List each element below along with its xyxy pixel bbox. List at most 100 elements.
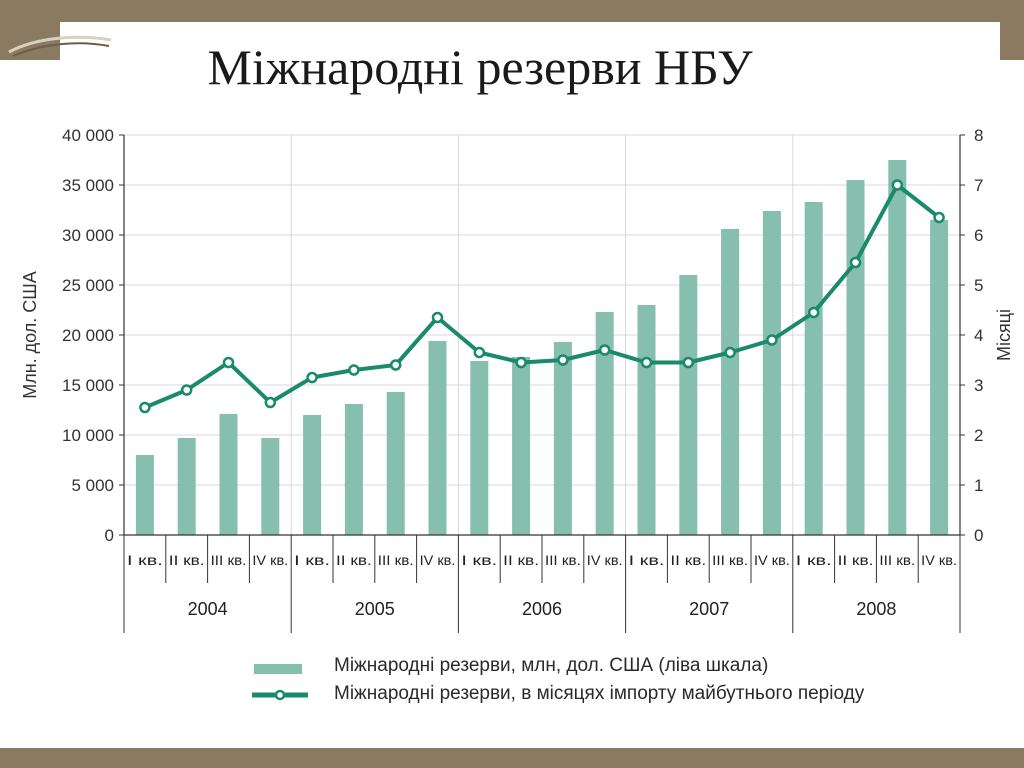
- bar: [512, 357, 531, 535]
- legend-item-line: Міжнародні резерви, в місяцях імпорту ма…: [250, 683, 890, 711]
- top-left-frame-block: [0, 22, 60, 60]
- right-tick-label: 0: [974, 526, 983, 545]
- category-label: II кв.: [670, 552, 706, 568]
- line-point: [515, 356, 527, 369]
- category-label: II кв.: [336, 552, 372, 568]
- bar: [177, 438, 196, 535]
- line-point: [766, 334, 778, 346]
- year-label: 2008: [856, 599, 896, 619]
- slide-title: Міжнародні резерви НБУ: [207, 39, 753, 95]
- line-point: [348, 364, 360, 376]
- category-label: IV кв.: [754, 552, 790, 568]
- left-tick-label: 5 000: [71, 476, 114, 495]
- category-label: IV кв.: [252, 552, 288, 568]
- top-right-frame-block: [1000, 22, 1024, 60]
- category-label: I кв.: [461, 552, 497, 568]
- right-tick-label: 2: [974, 426, 983, 445]
- right-tick-label: 6: [974, 226, 983, 245]
- line-point: [640, 356, 653, 369]
- left-tick-label: 10 000: [62, 426, 114, 445]
- line-point: [557, 354, 569, 366]
- year-label: 2007: [689, 599, 729, 619]
- category-label: III кв.: [545, 552, 581, 568]
- year-label: 2005: [355, 599, 395, 619]
- category-label: IV кв.: [420, 552, 456, 568]
- bar: [344, 404, 363, 535]
- line-point: [807, 306, 820, 319]
- bar: [762, 211, 781, 535]
- right-tick-label: 8: [974, 126, 983, 145]
- bar: [930, 220, 949, 535]
- legend-label-line: Міжнародні резерви, в місяцях імпорту ма…: [334, 683, 865, 704]
- line-point: [933, 211, 945, 224]
- category-label: III кв.: [378, 552, 414, 568]
- category-label: II кв.: [503, 552, 539, 568]
- right-tick-label: 4: [974, 326, 983, 345]
- line-point: [431, 311, 444, 324]
- bar: [553, 342, 572, 535]
- bar: [595, 312, 614, 535]
- reserve-months-line: [144, 183, 941, 410]
- left-tick-label: 35 000: [62, 176, 114, 195]
- left-tick-label: 20 000: [62, 326, 114, 345]
- line-point: [891, 179, 904, 191]
- category-label: IV кв.: [921, 552, 957, 568]
- line-point: [389, 359, 402, 371]
- legend-line-swatch-icon: [252, 689, 308, 701]
- line-point: [682, 356, 695, 369]
- left-tick-label: 40 000: [62, 126, 114, 145]
- right-tick-label: 3: [974, 376, 983, 395]
- category-label: III кв.: [879, 552, 915, 568]
- bar: [804, 202, 823, 535]
- left-tick-label: 25 000: [62, 276, 114, 295]
- line-point: [222, 356, 235, 369]
- top-frame-bar: [0, 0, 1024, 22]
- category-label: II кв.: [838, 552, 874, 568]
- category-label: II кв.: [169, 552, 205, 568]
- legend-bar-swatch-icon: [254, 664, 302, 674]
- bar: [470, 361, 489, 535]
- line-point: [598, 344, 611, 356]
- category-label: I кв.: [796, 552, 832, 568]
- category-label: I кв.: [629, 552, 665, 568]
- bar: [219, 414, 238, 535]
- line-point: [139, 401, 151, 414]
- right-tick-label: 1: [974, 476, 983, 495]
- bar: [888, 160, 907, 535]
- category-label: IV кв.: [587, 552, 623, 568]
- line-point: [724, 346, 736, 359]
- bar: [386, 392, 405, 535]
- line-point: [180, 384, 193, 396]
- year-label: 2006: [522, 599, 562, 619]
- chart-legend: Міжнародні резерви, млн, дол. США (ліва …: [250, 655, 890, 711]
- category-label: III кв.: [211, 552, 247, 568]
- bar: [261, 438, 280, 535]
- bar: [637, 305, 656, 535]
- right-axis-title: Місяці: [994, 309, 1014, 361]
- right-tick-label: 5: [974, 276, 983, 295]
- bar: [721, 229, 740, 535]
- category-label: I кв.: [294, 552, 330, 568]
- legend-item-bars: Міжнародні резерви, млн, дол. США (ліва …: [250, 655, 890, 683]
- bar: [846, 180, 865, 535]
- bar: [428, 341, 447, 535]
- line-point: [849, 256, 862, 269]
- bar: [135, 455, 154, 535]
- line-point: [306, 371, 318, 384]
- bar: [679, 275, 698, 535]
- bar: [303, 415, 322, 535]
- swoosh-decoration-icon: [8, 35, 112, 57]
- line-point: [473, 346, 486, 359]
- left-axis-title: Млн. дол. США: [20, 271, 40, 399]
- category-label: I кв.: [127, 552, 163, 568]
- left-tick-label: 15 000: [62, 376, 114, 395]
- category-label: III кв.: [712, 552, 748, 568]
- left-tick-label: 30 000: [62, 226, 114, 245]
- bottom-frame-bar: [0, 748, 1024, 768]
- legend-label-bars: Міжнародні резерви, млн, дол. США (ліва …: [334, 655, 769, 676]
- year-label: 2004: [188, 599, 228, 619]
- line-point: [264, 396, 277, 409]
- left-tick-label: 0: [105, 526, 114, 545]
- right-tick-label: 7: [974, 176, 983, 195]
